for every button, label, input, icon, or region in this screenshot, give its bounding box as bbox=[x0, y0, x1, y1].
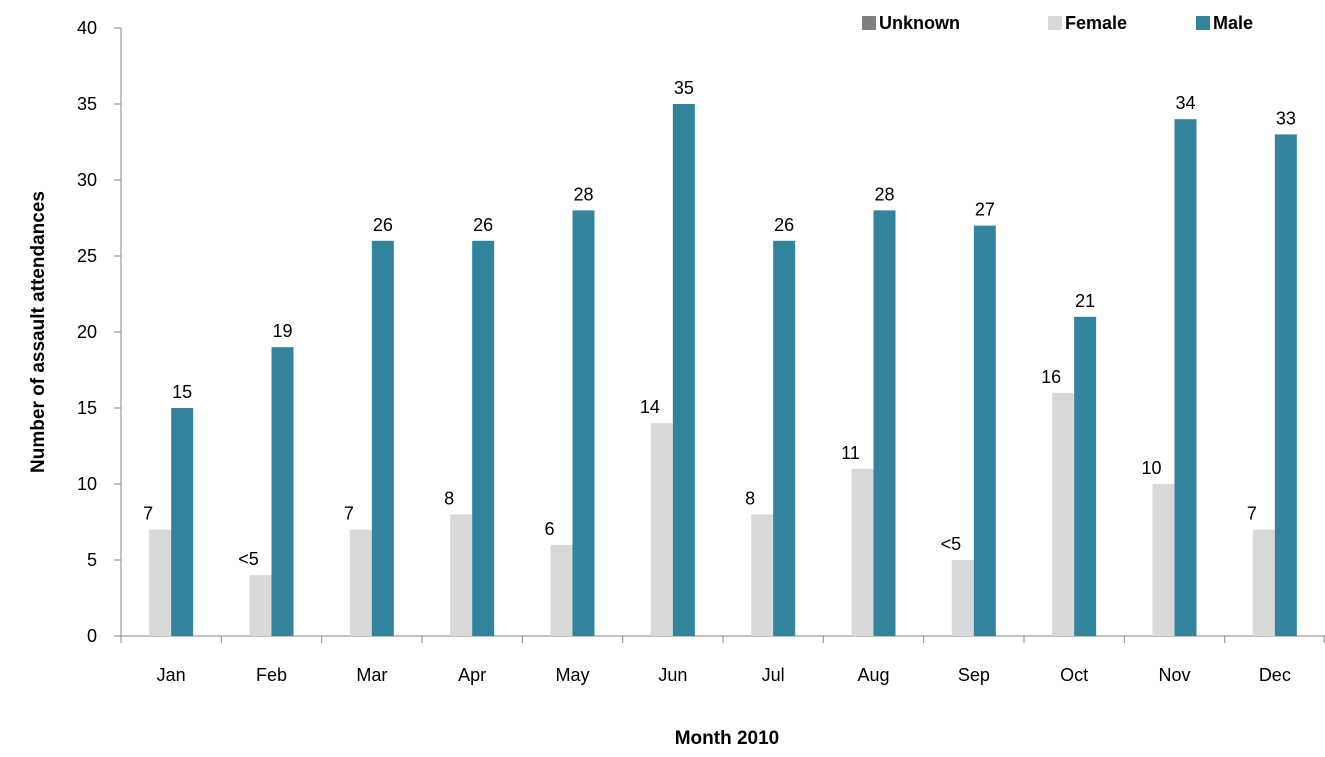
legend-label-male: Male bbox=[1213, 13, 1253, 33]
x-tick-label-jun: Jun bbox=[658, 665, 687, 685]
x-tick-label-jan: Jan bbox=[157, 665, 186, 685]
data-labels: 7 15 <5 19 7 26 8 26 6 28 14 35 8 26 11 28 <5 27 16 21 10 34 7… bbox=[143, 78, 1296, 569]
x-tick-label-sep: Sep bbox=[958, 665, 990, 685]
legend-swatch-male bbox=[1196, 16, 1210, 30]
legend-label-unknown: Unknown bbox=[879, 13, 960, 33]
bar-female-jan bbox=[149, 529, 172, 636]
data-label-female-nov: 10 bbox=[1141, 458, 1161, 478]
y-axis: 0 5 10 15 20 25 30 35 40 bbox=[77, 18, 122, 646]
data-label-male-aug: 28 bbox=[874, 184, 894, 204]
x-tick-label-aug: Aug bbox=[857, 665, 889, 685]
bar-male-oct bbox=[1074, 316, 1097, 636]
data-label-female-aug: 11 bbox=[841, 443, 860, 463]
data-label-male-sep: 27 bbox=[975, 200, 995, 220]
x-tick-label-jul: Jul bbox=[762, 665, 785, 685]
bar-female-may bbox=[550, 544, 573, 636]
bar-female-dec bbox=[1252, 529, 1275, 636]
data-label-male-apr: 26 bbox=[473, 215, 493, 235]
data-label-male-jul: 26 bbox=[774, 215, 794, 235]
bar-male-jan bbox=[171, 408, 194, 636]
bar-male-nov bbox=[1174, 119, 1197, 636]
y-tick-label: 0 bbox=[87, 626, 97, 646]
bar-male-dec bbox=[1274, 134, 1297, 636]
data-label-female-feb: <5 bbox=[238, 549, 259, 569]
data-label-male-oct: 21 bbox=[1075, 291, 1095, 311]
data-label-female-dec: 7 bbox=[1247, 504, 1257, 524]
data-label-female-sep: <5 bbox=[941, 534, 962, 554]
data-label-male-jun: 35 bbox=[674, 78, 694, 98]
data-label-female-mar: 7 bbox=[344, 504, 354, 524]
data-label-female-jul: 8 bbox=[745, 488, 755, 508]
bar-female-sep bbox=[951, 560, 974, 636]
bar-female-mar bbox=[349, 529, 372, 636]
bar-male-jun bbox=[672, 104, 695, 636]
x-tick-label-dec: Dec bbox=[1259, 665, 1291, 685]
data-label-female-oct: 16 bbox=[1041, 367, 1061, 387]
data-label-female-jun: 14 bbox=[640, 397, 660, 417]
y-tick-label: 25 bbox=[77, 246, 97, 266]
x-tick-label-oct: Oct bbox=[1060, 665, 1088, 685]
data-label-male-mar: 26 bbox=[373, 215, 393, 235]
x-tick-label-apr: Apr bbox=[458, 665, 486, 685]
x-axis: Jan Feb Mar Apr May Jun Jul Aug Sep Oct Nov Dec bbox=[120, 635, 1325, 685]
bar-female-nov bbox=[1152, 484, 1175, 636]
bar-male-sep bbox=[973, 225, 996, 636]
bar-female-oct bbox=[1052, 392, 1075, 636]
data-label-female-may: 6 bbox=[544, 519, 554, 539]
legend-label-female: Female bbox=[1065, 13, 1127, 33]
y-axis-title: Number of assault attendances bbox=[28, 191, 49, 473]
x-tick-label-nov: Nov bbox=[1158, 665, 1190, 685]
data-label-male-feb: 19 bbox=[272, 321, 292, 341]
data-label-male-jan: 15 bbox=[172, 382, 192, 402]
bar-male-aug bbox=[873, 210, 896, 636]
x-tick-label-feb: Feb bbox=[256, 665, 287, 685]
data-label-male-nov: 34 bbox=[1175, 93, 1195, 113]
bars bbox=[149, 104, 1297, 637]
data-label-female-apr: 8 bbox=[444, 488, 454, 508]
x-tick-label-mar: Mar bbox=[356, 665, 387, 685]
y-tick-label: 30 bbox=[77, 170, 97, 190]
y-tick-label: 5 bbox=[87, 550, 97, 570]
x-axis-title: Month 2010 bbox=[675, 728, 780, 749]
y-tick-label: 35 bbox=[77, 94, 97, 114]
bar-female-jul bbox=[751, 514, 774, 636]
bar-male-jul bbox=[773, 240, 796, 637]
data-label-male-may: 28 bbox=[573, 184, 593, 204]
x-tick-label-may: May bbox=[555, 665, 589, 685]
bar-male-apr bbox=[472, 240, 495, 637]
bar-female-jun bbox=[650, 423, 673, 636]
bar-male-feb bbox=[271, 347, 294, 636]
legend-swatch-female bbox=[1048, 16, 1062, 30]
legend-swatch-unknown bbox=[862, 16, 876, 30]
bar-male-mar bbox=[371, 240, 394, 637]
y-tick-label: 10 bbox=[77, 474, 97, 494]
bar-male-may bbox=[572, 210, 595, 636]
y-tick-label: 15 bbox=[77, 398, 97, 418]
bar-female-feb bbox=[249, 575, 272, 636]
bar-female-aug bbox=[851, 468, 874, 636]
y-tick-label: 40 bbox=[77, 18, 97, 38]
bar-female-apr bbox=[450, 514, 473, 636]
data-label-female-jan: 7 bbox=[143, 504, 153, 524]
y-tick-label: 20 bbox=[77, 322, 97, 342]
legend: Unknown Female Male bbox=[862, 13, 1253, 33]
data-label-male-dec: 33 bbox=[1276, 108, 1296, 128]
